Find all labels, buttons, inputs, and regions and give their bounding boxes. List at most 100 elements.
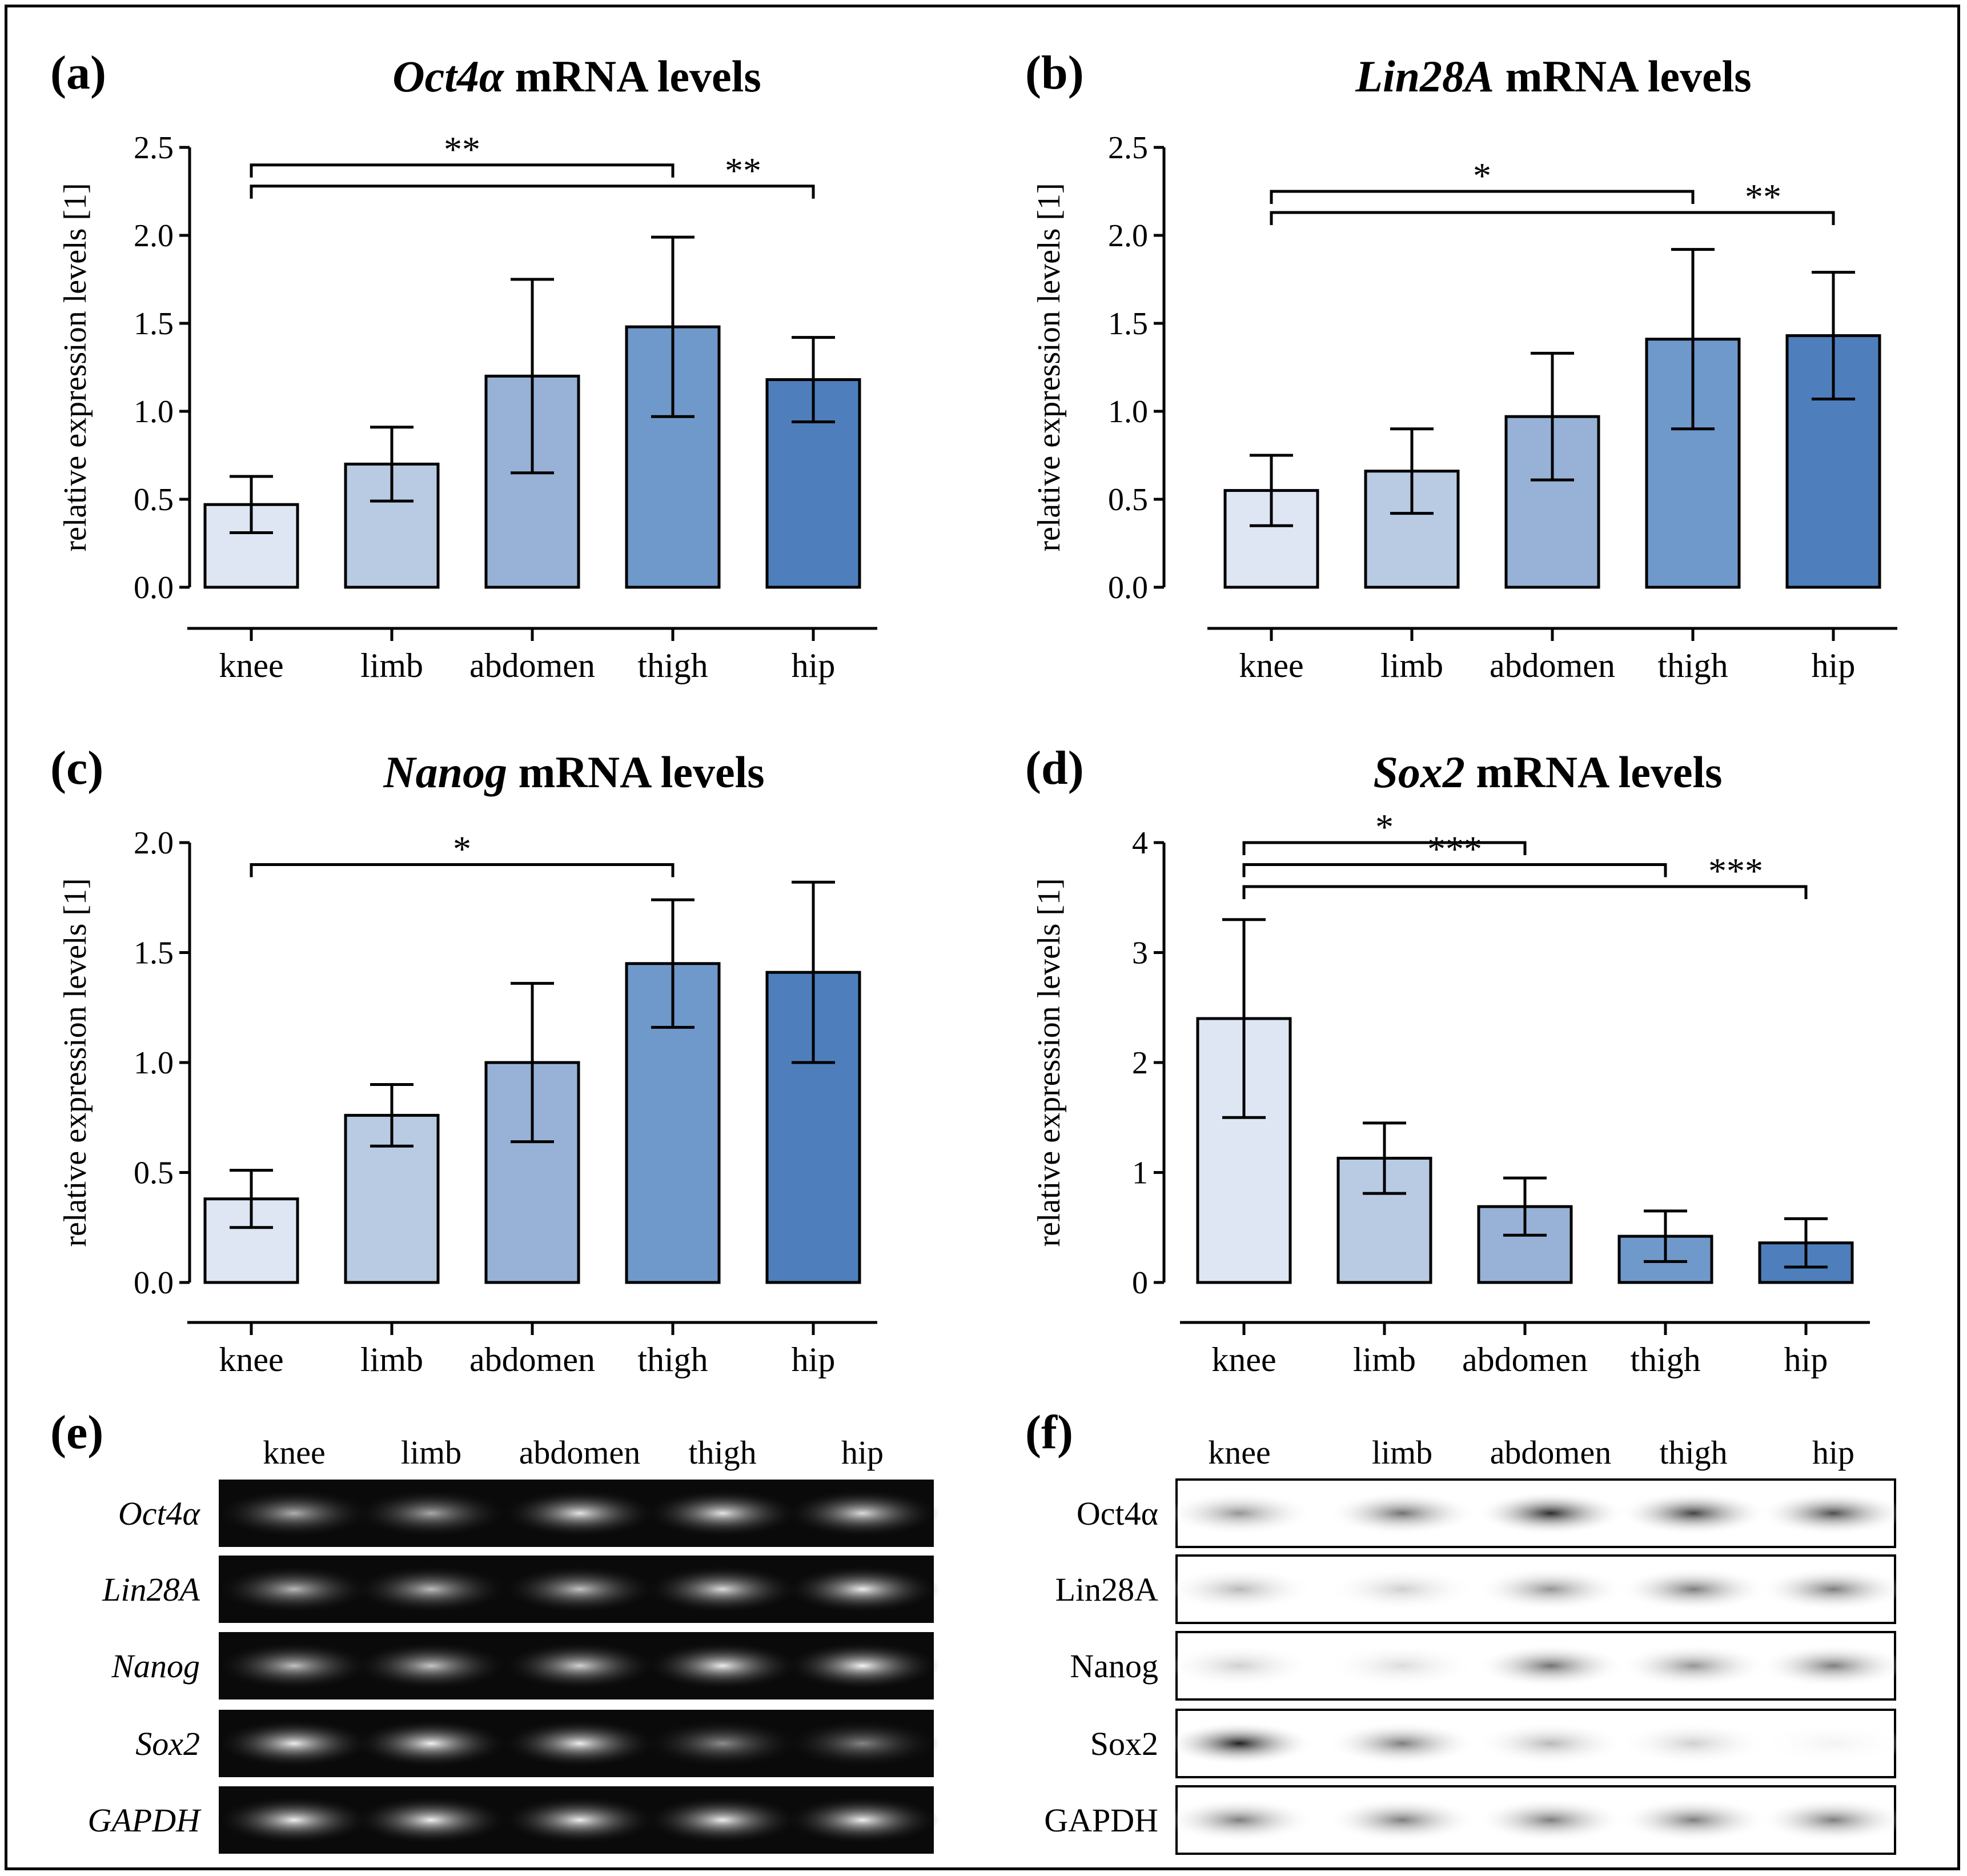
lane-label: abdomen xyxy=(519,1434,641,1471)
lane-label: thigh xyxy=(688,1434,756,1471)
y-tick-label: 4 xyxy=(1132,825,1148,861)
chart-oct4a: (a) Oct4α mRNA levels 0.0 0.5 1.0 1.5 2.0 2.5 re… xyxy=(50,46,877,684)
lane-label: knee xyxy=(1208,1434,1271,1471)
significance-label: * xyxy=(453,829,471,869)
y-tick-label: 1.0 xyxy=(134,394,174,430)
lane-label: hip xyxy=(1812,1434,1854,1471)
row-label: Nanog xyxy=(1070,1647,1158,1685)
chart-title: Sox2 mRNA levels xyxy=(1374,747,1723,797)
x-tick-label: abdomen xyxy=(1490,647,1615,684)
y-tick-label: 2.0 xyxy=(1108,218,1148,254)
y-tick-label: 2 xyxy=(1132,1045,1148,1081)
row-label: GAPDH xyxy=(87,1802,202,1839)
row-label: GAPDH xyxy=(1044,1802,1158,1839)
chart-title: Nanog mRNA levels xyxy=(383,747,764,797)
y-tick-label: 1 xyxy=(1132,1156,1148,1191)
band-knee xyxy=(217,1489,371,1537)
x-tick-label: thigh xyxy=(1657,647,1728,684)
lane-label: limb xyxy=(1372,1434,1432,1471)
x-tick-label: hip xyxy=(792,647,836,684)
band-abdomen xyxy=(503,1489,657,1537)
band-hip xyxy=(785,1565,940,1613)
lane-label: abdomen xyxy=(1490,1434,1612,1471)
significance-label: ** xyxy=(1745,177,1781,217)
chart-title-gene: Lin28A xyxy=(1355,51,1494,101)
chart-sox2: (d) Sox2 mRNA levels 0 1 2 3 4 relative express… xyxy=(1025,741,1870,1378)
row-label: Lin28A xyxy=(1055,1571,1159,1608)
band-limb xyxy=(1328,1644,1476,1687)
band-hip xyxy=(785,1489,940,1537)
significance-bracket xyxy=(250,163,675,178)
x-tick-label: thigh xyxy=(637,1341,708,1378)
y-axis-label: relative expression levels [1] xyxy=(1031,183,1067,551)
band-limb xyxy=(1328,1722,1476,1765)
figure-frame xyxy=(5,5,1960,1870)
chart-title-suffix: mRNA levels xyxy=(504,51,761,101)
y-tick-label: 1.0 xyxy=(1108,394,1148,430)
x-tick-label: hip xyxy=(1812,647,1856,684)
band-hip xyxy=(1759,1798,1908,1842)
x-tick-label: hip xyxy=(792,1341,836,1378)
band-limb xyxy=(354,1642,508,1690)
band-abdomen xyxy=(1476,1568,1625,1611)
band-hip xyxy=(1759,1722,1908,1765)
significance-bracket xyxy=(1242,863,1667,877)
bar-knee xyxy=(1196,1017,1292,1284)
band-limb xyxy=(354,1796,508,1844)
x-tick-label: limb xyxy=(1353,1341,1416,1378)
band-knee xyxy=(217,1642,371,1690)
significance-bracket xyxy=(250,863,675,877)
row-label: Sox2 xyxy=(1090,1725,1158,1762)
y-tick-label: 0.0 xyxy=(134,1265,174,1301)
significance-label: * xyxy=(1375,807,1394,847)
y-tick-label: 0.0 xyxy=(1108,570,1148,606)
x-tick-label: limb xyxy=(360,647,423,684)
band-abdomen xyxy=(503,1719,657,1767)
chart-title-suffix: mRNA levels xyxy=(1494,51,1752,101)
chart-title-gene: Sox2 xyxy=(1374,747,1465,797)
band-abdomen xyxy=(1476,1798,1625,1842)
significance-label: ** xyxy=(444,129,480,170)
significance-bracket xyxy=(1242,841,1527,855)
band-knee xyxy=(217,1565,371,1613)
band-thigh xyxy=(645,1642,800,1690)
panel-label: (f) xyxy=(1025,1406,1073,1459)
significance-label: ** xyxy=(725,150,761,191)
x-tick-label: thigh xyxy=(1630,1341,1700,1378)
x-tick-label: limb xyxy=(360,1341,423,1378)
band-abdomen xyxy=(1476,1644,1625,1687)
band-knee xyxy=(1165,1492,1314,1535)
band-hip xyxy=(785,1719,940,1767)
band-abdomen xyxy=(1476,1722,1625,1765)
significance-bracket xyxy=(1270,211,1835,225)
y-tick-label: 0.0 xyxy=(134,570,174,606)
band-limb xyxy=(1328,1568,1476,1611)
row-label: Lin28A xyxy=(102,1571,200,1608)
x-tick-label: abdomen xyxy=(469,1341,595,1378)
y-tick-label: 3 xyxy=(1132,936,1148,971)
y-axis-label: relative expression levels [1] xyxy=(1031,878,1067,1246)
chart-title-suffix: mRNA levels xyxy=(1465,747,1723,797)
chart-nanog: (c) Nanog mRNA levels 0.0 0.5 1.0 1.5 2.0 relat… xyxy=(50,741,877,1378)
chart-title-suffix: mRNA levels xyxy=(507,747,765,797)
band-limb xyxy=(354,1489,508,1537)
panel-label: (c) xyxy=(50,741,103,795)
row-label: Nanog xyxy=(111,1647,200,1685)
panel-label: (d) xyxy=(1025,741,1084,795)
y-tick-label: 0.5 xyxy=(1108,482,1148,518)
band-thigh xyxy=(1619,1722,1768,1765)
band-thigh xyxy=(1619,1492,1768,1535)
y-tick-label: 1.5 xyxy=(134,306,174,342)
band-limb xyxy=(354,1565,508,1613)
band-knee xyxy=(217,1719,371,1767)
y-tick-label: 2.5 xyxy=(1108,130,1148,166)
bar-limb xyxy=(1336,1156,1432,1284)
band-thigh xyxy=(645,1489,800,1537)
x-tick-label: knee xyxy=(1239,647,1303,684)
band-knee xyxy=(1165,1644,1314,1687)
western-blot-panel-f: (f) knee limb abdomen thigh hip Oct4α Lin28A Nan… xyxy=(1025,1406,1908,1855)
band-thigh xyxy=(1619,1568,1768,1611)
significance-bracket xyxy=(250,185,815,199)
significance-label: *** xyxy=(1427,829,1482,869)
band-abdomen xyxy=(1476,1492,1625,1535)
